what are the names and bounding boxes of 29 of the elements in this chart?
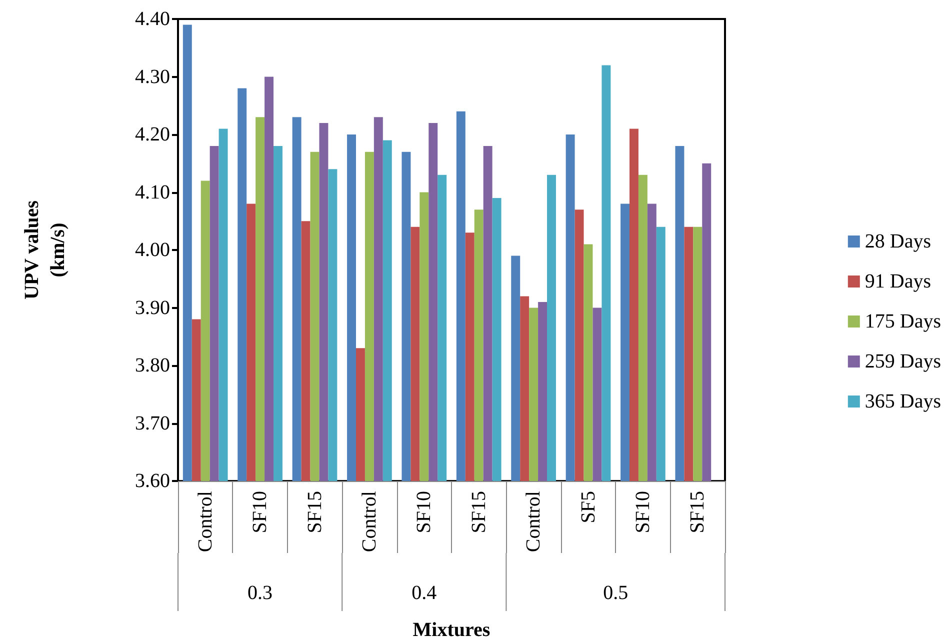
legend-label: 259 Days [864, 350, 942, 372]
x-axis-title: Mixtures [412, 619, 490, 641]
text: 0.3 [248, 582, 273, 604]
y-tick-label: 3.70 [135, 412, 170, 434]
x-tick-label: Control [522, 490, 545, 552]
y-tick-label: 3.80 [135, 354, 170, 376]
x-tick-label: SF15 [304, 491, 326, 534]
x-tick-label: SF5 [577, 491, 600, 524]
legend-label: 91 Days [864, 270, 932, 292]
y-tick-label: 3.60 [135, 470, 170, 492]
x-tick-label: Control [194, 490, 216, 552]
y-tick-label: 4.20 [135, 124, 170, 146]
text: 0.4 [412, 582, 437, 604]
y-axis-title: UPV values (km/s) [21, 200, 69, 300]
legend-label: 365 Days [864, 390, 942, 412]
y-tick-label: 3.90 [135, 296, 170, 319]
x-tick-label: SF15 [468, 491, 490, 534]
y-tick-label: 4.10 [135, 181, 170, 204]
text: 0.5 [603, 582, 628, 604]
legend-label: 175 Days [864, 310, 942, 332]
x-tick-label: SF10 [632, 491, 654, 534]
x-tick-label: Control [358, 490, 380, 552]
x-tick-label: SF10 [249, 491, 272, 534]
y-tick-label: 4.00 [135, 239, 170, 261]
x-tick-label: SF10 [413, 491, 436, 534]
y-tick-label: 4.30 [135, 66, 170, 88]
x-tick-label: SF15 [686, 491, 709, 534]
y-tick-label: 4.40 [135, 8, 170, 30]
legend-label: 28 Days [864, 230, 932, 252]
